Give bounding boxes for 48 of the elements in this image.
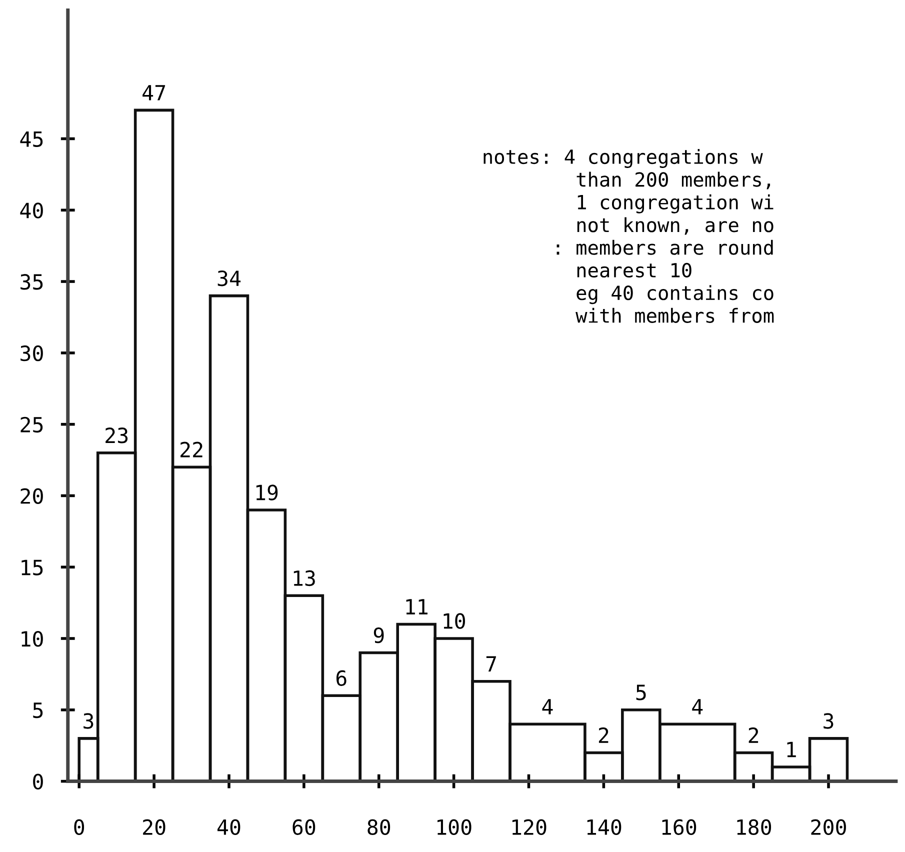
data-label: 23 <box>106 428 128 444</box>
annotation: not known, are no <box>577 217 774 235</box>
x-tick-label: 200 <box>811 819 846 836</box>
x-tick-label: 180 <box>737 819 772 836</box>
y-tick-label: 40 <box>20 202 43 218</box>
y-tick-label: 45 <box>20 132 43 147</box>
data-label: 10 <box>444 613 465 629</box>
y-tick-label: 5 <box>33 702 43 718</box>
data-label: 4 <box>542 699 553 714</box>
y-tick-label: 30 <box>20 345 43 362</box>
x-tick-label: 40 <box>217 819 240 836</box>
annotation: with members from <box>576 308 774 323</box>
x-tick-label: 0 <box>74 819 84 836</box>
x-tick-label: 120 <box>512 819 546 836</box>
annotation: eg 40 contains co <box>576 285 774 304</box>
data-label: 47 <box>142 85 166 100</box>
data-label: 22 <box>180 442 202 458</box>
x-tick-label: 80 <box>368 819 390 836</box>
data-label: 11 <box>406 599 428 614</box>
annotation: notes: 4 congregations w <box>484 149 763 168</box>
x-tick-label: 20 <box>143 819 166 836</box>
data-label: 2 <box>748 727 758 743</box>
y-tick-label: 15 <box>22 560 43 576</box>
data-label: 3 <box>824 713 834 729</box>
data-label: 13 <box>294 570 315 586</box>
annotation: nearest 10 <box>577 262 692 278</box>
data-label: 9 <box>374 627 384 644</box>
x-tick-label: 60 <box>292 819 316 836</box>
annotation: : members are round <box>556 240 773 255</box>
data-label: 19 <box>256 484 278 500</box>
y-tick-label: 25 <box>20 416 43 433</box>
data-label: 34 <box>218 270 241 286</box>
data-label: 2 <box>598 727 608 743</box>
y-tick-label: 10 <box>22 631 43 647</box>
data-label: 4 <box>692 699 703 714</box>
y-tick-label: 0 <box>33 774 43 790</box>
data-label: 1 <box>787 742 796 758</box>
x-tick-label: 100 <box>438 819 472 836</box>
y-tick-label: 35 <box>20 274 43 290</box>
annotation: than 200 members, <box>576 172 770 190</box>
data-label: 6 <box>336 670 346 686</box>
y-tick-label: 20 <box>20 488 43 504</box>
data-label: 3 <box>84 713 94 729</box>
x-tick-label: 160 <box>662 819 696 836</box>
data-label: 7 <box>486 656 496 672</box>
data-label: 5 <box>636 684 646 700</box>
annotation: 1 congregation wi <box>578 194 774 214</box>
x-tick-label: 140 <box>587 819 622 836</box>
